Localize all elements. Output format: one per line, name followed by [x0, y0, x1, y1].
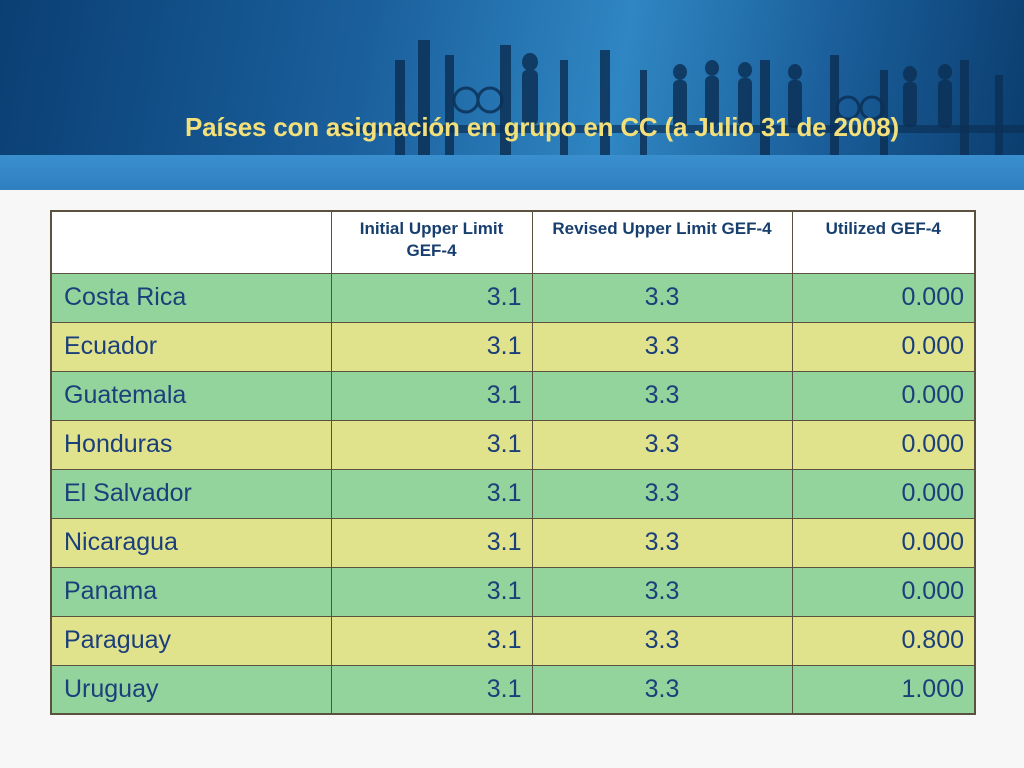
- table-row: Guatemala 3.1 3.3 0.000: [50, 370, 976, 421]
- table-row: Uruguay 3.1 3.3 1.000: [50, 664, 976, 715]
- allocation-table: Initial Upper Limit GEF-4 Revised Upper …: [50, 210, 976, 715]
- initial-limit-cell: 3.1: [330, 664, 533, 715]
- page-title: Países con asignación en grupo en CC (a …: [185, 112, 899, 142]
- header-country: [50, 210, 332, 274]
- utilized-cell: 0.000: [791, 517, 976, 568]
- initial-limit-cell: 3.1: [330, 566, 533, 617]
- header-initial-upper-limit: Initial Upper Limit GEF-4: [330, 210, 533, 274]
- utilized-cell: 0.000: [791, 419, 976, 470]
- initial-limit-cell: 3.1: [330, 517, 533, 568]
- revised-limit-cell: 3.3: [531, 517, 793, 568]
- initial-limit-cell: 3.1: [330, 468, 533, 519]
- country-cell: Nicaragua: [50, 517, 332, 568]
- country-cell: Guatemala: [50, 370, 332, 421]
- utilized-cell: 0.000: [791, 321, 976, 372]
- table-row: Panama 3.1 3.3 0.000: [50, 566, 976, 617]
- country-cell: Costa Rica: [50, 272, 332, 323]
- people-on-pier-illustration: [330, 40, 1024, 155]
- revised-limit-cell: 3.3: [531, 370, 793, 421]
- table-row: Honduras 3.1 3.3 0.000: [50, 419, 976, 470]
- table-row: Costa Rica 3.1 3.3 0.000: [50, 272, 976, 323]
- revised-limit-cell: 3.3: [531, 419, 793, 470]
- revised-limit-cell: 3.3: [531, 615, 793, 666]
- utilized-cell: 0.000: [791, 468, 976, 519]
- revised-limit-cell: 3.3: [531, 566, 793, 617]
- utilized-cell: 0.000: [791, 272, 976, 323]
- revised-limit-cell: 3.3: [531, 468, 793, 519]
- banner-strip: [0, 155, 1024, 190]
- utilized-cell: 0.000: [791, 566, 976, 617]
- country-cell: El Salvador: [50, 468, 332, 519]
- header-utilized: Utilized GEF-4: [791, 210, 976, 274]
- utilized-cell: 0.000: [791, 370, 976, 421]
- country-cell: Uruguay: [50, 664, 332, 715]
- revised-limit-cell: 3.3: [531, 321, 793, 372]
- country-cell: Paraguay: [50, 615, 332, 666]
- utilized-cell: 1.000: [791, 664, 976, 715]
- initial-limit-cell: 3.1: [330, 321, 533, 372]
- table-row: Nicaragua 3.1 3.3 0.000: [50, 517, 976, 568]
- table-header-row: Initial Upper Limit GEF-4 Revised Upper …: [50, 210, 976, 274]
- initial-limit-cell: 3.1: [330, 272, 533, 323]
- country-cell: Honduras: [50, 419, 332, 470]
- header-revised-upper-limit: Revised Upper Limit GEF-4: [531, 210, 793, 274]
- table-row: Ecuador 3.1 3.3 0.000: [50, 321, 976, 372]
- utilized-cell: 0.800: [791, 615, 976, 666]
- table-row: El Salvador 3.1 3.3 0.000: [50, 468, 976, 519]
- header-banner: Países con asignación en grupo en CC (a …: [0, 0, 1024, 190]
- country-cell: Panama: [50, 566, 332, 617]
- revised-limit-cell: 3.3: [531, 272, 793, 323]
- initial-limit-cell: 3.1: [330, 419, 533, 470]
- initial-limit-cell: 3.1: [330, 615, 533, 666]
- revised-limit-cell: 3.3: [531, 664, 793, 715]
- country-cell: Ecuador: [50, 321, 332, 372]
- table-row: Paraguay 3.1 3.3 0.800: [50, 615, 976, 666]
- initial-limit-cell: 3.1: [330, 370, 533, 421]
- allocation-table-container: Initial Upper Limit GEF-4 Revised Upper …: [50, 210, 976, 715]
